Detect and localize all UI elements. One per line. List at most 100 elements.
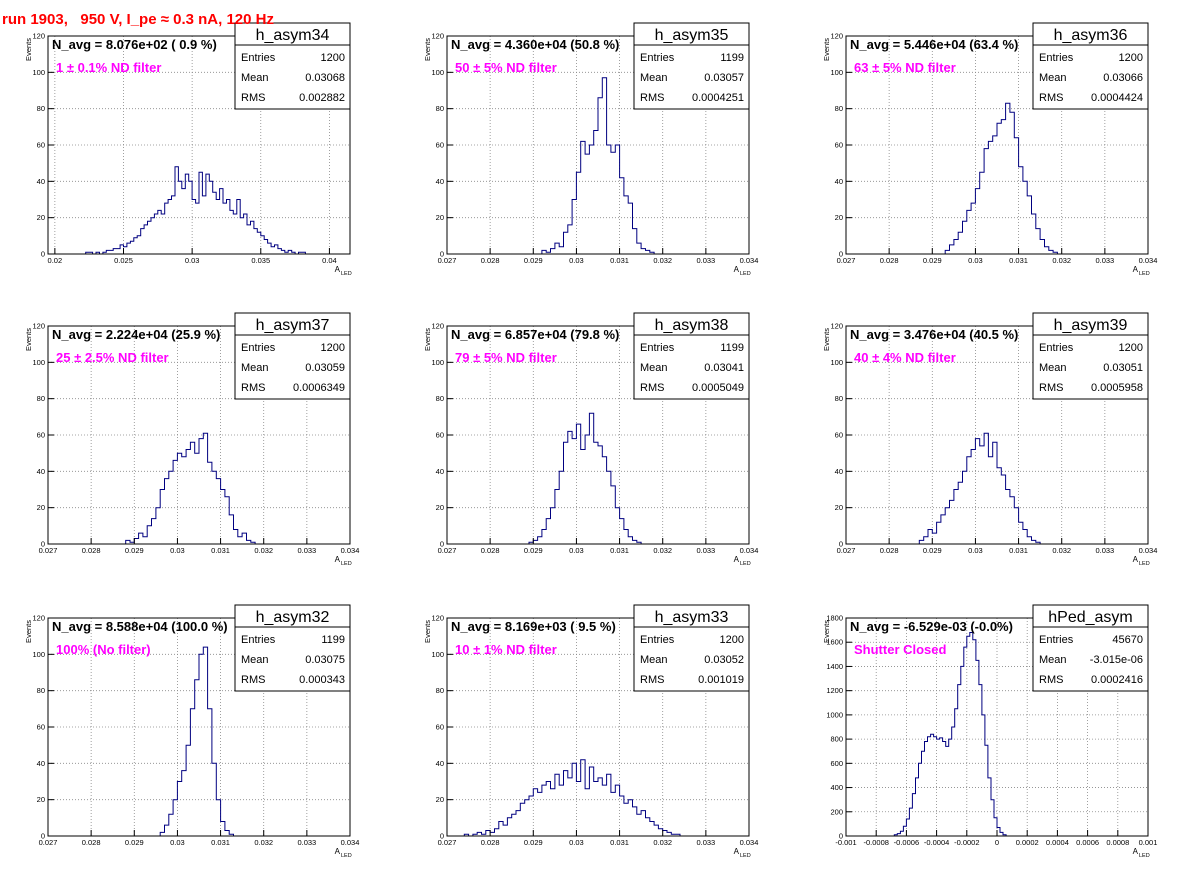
x-tick-label: 0.034 [740, 546, 759, 555]
y-tick-label: 80 [436, 394, 444, 403]
x-tick-label: 0.033 [696, 838, 715, 847]
stats-rms-value: 0.0006349 [293, 382, 345, 394]
y-tick-label: 0 [440, 832, 444, 841]
histogram-line [541, 77, 659, 255]
x-tick-label: 0.027 [39, 546, 58, 555]
y-axis-label: Events [423, 38, 432, 61]
stats-rms-label: RMS [241, 674, 265, 686]
y-tick-label: 40 [37, 759, 45, 768]
y-tick-label: 120 [32, 322, 45, 331]
x-tick-label: 0.031 [211, 838, 230, 847]
x-tick-label: 0.028 [481, 546, 500, 555]
stats-rms-label: RMS [1039, 382, 1063, 394]
y-tick-label: 80 [37, 686, 45, 695]
y-tick-label: 40 [37, 467, 45, 476]
navg-label: N_avg = 8.588e+04 (100.0 %) [52, 619, 228, 634]
stats-rms-label: RMS [241, 92, 265, 104]
y-tick-label: 20 [436, 213, 444, 222]
stats-entries-label: Entries [640, 634, 675, 646]
y-tick-label: 60 [436, 723, 444, 732]
stats-entries-value: 1199 [720, 52, 744, 64]
stats-mean-value: 0.03051 [1103, 362, 1143, 374]
stats-mean-value: 0.03057 [704, 72, 744, 84]
stats-mean-value: 0.03068 [305, 72, 345, 84]
y-tick-label: 0 [41, 250, 45, 259]
y-tick-label: 80 [37, 104, 45, 113]
y-tick-label: 20 [37, 795, 45, 804]
x-axis-label-subscript: LED [1139, 271, 1150, 277]
stats-mean-label: Mean [640, 654, 668, 666]
histogram-line [944, 102, 1058, 254]
y-tick-label: 0 [839, 540, 843, 549]
histogram-panel-h-asym33: 0.027 0.028 0.029 0.03 0.031 0.032 0.033 0.034 0… [423, 604, 758, 859]
stats-entries-label: Entries [241, 52, 276, 64]
x-axis-label: A [1133, 847, 1139, 856]
x-tick-label: 0.032 [1052, 546, 1071, 555]
y-tick-label: 40 [436, 467, 444, 476]
navg-label: N_avg = 3.476e+04 (40.5 %) [850, 327, 1018, 342]
x-tick-label: 0.001 [1139, 838, 1158, 847]
y-tick-label: 1600 [826, 638, 843, 647]
x-tick-label: 0.034 [341, 838, 360, 847]
histogram-name: h_asym37 [256, 317, 330, 334]
y-axis-label: Events [24, 38, 33, 61]
x-tick-label: 0.029 [125, 546, 144, 555]
stats-rms-label: RMS [1039, 674, 1063, 686]
x-tick-label: 0.034 [341, 546, 360, 555]
histogram-name: h_asym39 [1054, 317, 1128, 334]
x-tick-label: 0.027 [39, 838, 58, 847]
stats-rms-value: 0.0005958 [1091, 382, 1143, 394]
navg-label: N_avg = 8.169e+03 ( 9.5 %) [451, 619, 616, 634]
stats-rms-label: RMS [1039, 92, 1063, 104]
y-tick-label: 40 [436, 177, 444, 186]
x-tick-label: -0.0008 [863, 838, 888, 847]
y-tick-label: 800 [830, 735, 843, 744]
y-tick-label: 20 [37, 503, 45, 512]
stats-mean-label: Mean [1039, 654, 1067, 666]
y-tick-label: 120 [830, 322, 843, 331]
x-tick-label: 0.033 [297, 546, 316, 555]
x-tick-label: 0.031 [610, 256, 629, 265]
histogram-name: h_asym32 [256, 609, 330, 626]
y-tick-label: 120 [32, 614, 45, 623]
x-tick-label: 0.031 [610, 838, 629, 847]
histogram-line [918, 432, 1041, 544]
y-tick-label: 100 [431, 68, 444, 77]
filter-annotation: 100% (No filter) [56, 642, 151, 657]
x-tick-label: 0.033 [1095, 546, 1114, 555]
stats-box [1032, 604, 1149, 692]
x-tick-label: 0.031 [1009, 256, 1028, 265]
x-axis-label: A [1133, 555, 1139, 564]
y-axis-label: Events [423, 620, 432, 643]
x-axis-label-subscript: LED [1139, 853, 1150, 859]
x-tick-label: 0.032 [254, 546, 273, 555]
filter-annotation: Shutter Closed [854, 642, 947, 657]
stats-box [1032, 22, 1149, 110]
x-tick-label: 0.027 [438, 256, 457, 265]
x-tick-label: 0.03 [968, 546, 983, 555]
x-axis-label-subscript: LED [740, 853, 751, 859]
x-axis-label-subscript: LED [341, 853, 352, 859]
histogram-name: hPed_asym [1048, 609, 1133, 626]
stats-rms-value: 0.0002416 [1091, 674, 1143, 686]
y-tick-label: 40 [37, 177, 45, 186]
stats-entries-value: 1199 [720, 342, 744, 354]
histogram-panel-h-asym36: 0.027 0.028 0.029 0.03 0.031 0.032 0.033 0.034 0… [822, 22, 1157, 277]
stats-mean-value: -3.015e-06 [1090, 654, 1143, 666]
y-tick-label: 1000 [826, 710, 843, 719]
y-tick-label: 1800 [826, 614, 843, 623]
stats-box [633, 22, 750, 110]
y-tick-label: 80 [436, 104, 444, 113]
y-tick-label: 100 [431, 358, 444, 367]
stats-mean-value: 0.03052 [704, 654, 744, 666]
histogram-line [528, 412, 642, 544]
stats-mean-label: Mean [241, 72, 269, 84]
x-tick-label: 0.028 [82, 838, 101, 847]
y-tick-label: 0 [839, 832, 843, 841]
histogram-panel-h-asym38: 0.027 0.028 0.029 0.03 0.031 0.032 0.033 0.034 0… [423, 312, 759, 567]
x-tick-label: 0.04 [322, 256, 337, 265]
stats-rms-label: RMS [640, 382, 664, 394]
stats-mean-label: Mean [640, 72, 668, 84]
y-tick-label: 120 [431, 322, 444, 331]
x-axis-label-subscript: LED [740, 271, 751, 277]
